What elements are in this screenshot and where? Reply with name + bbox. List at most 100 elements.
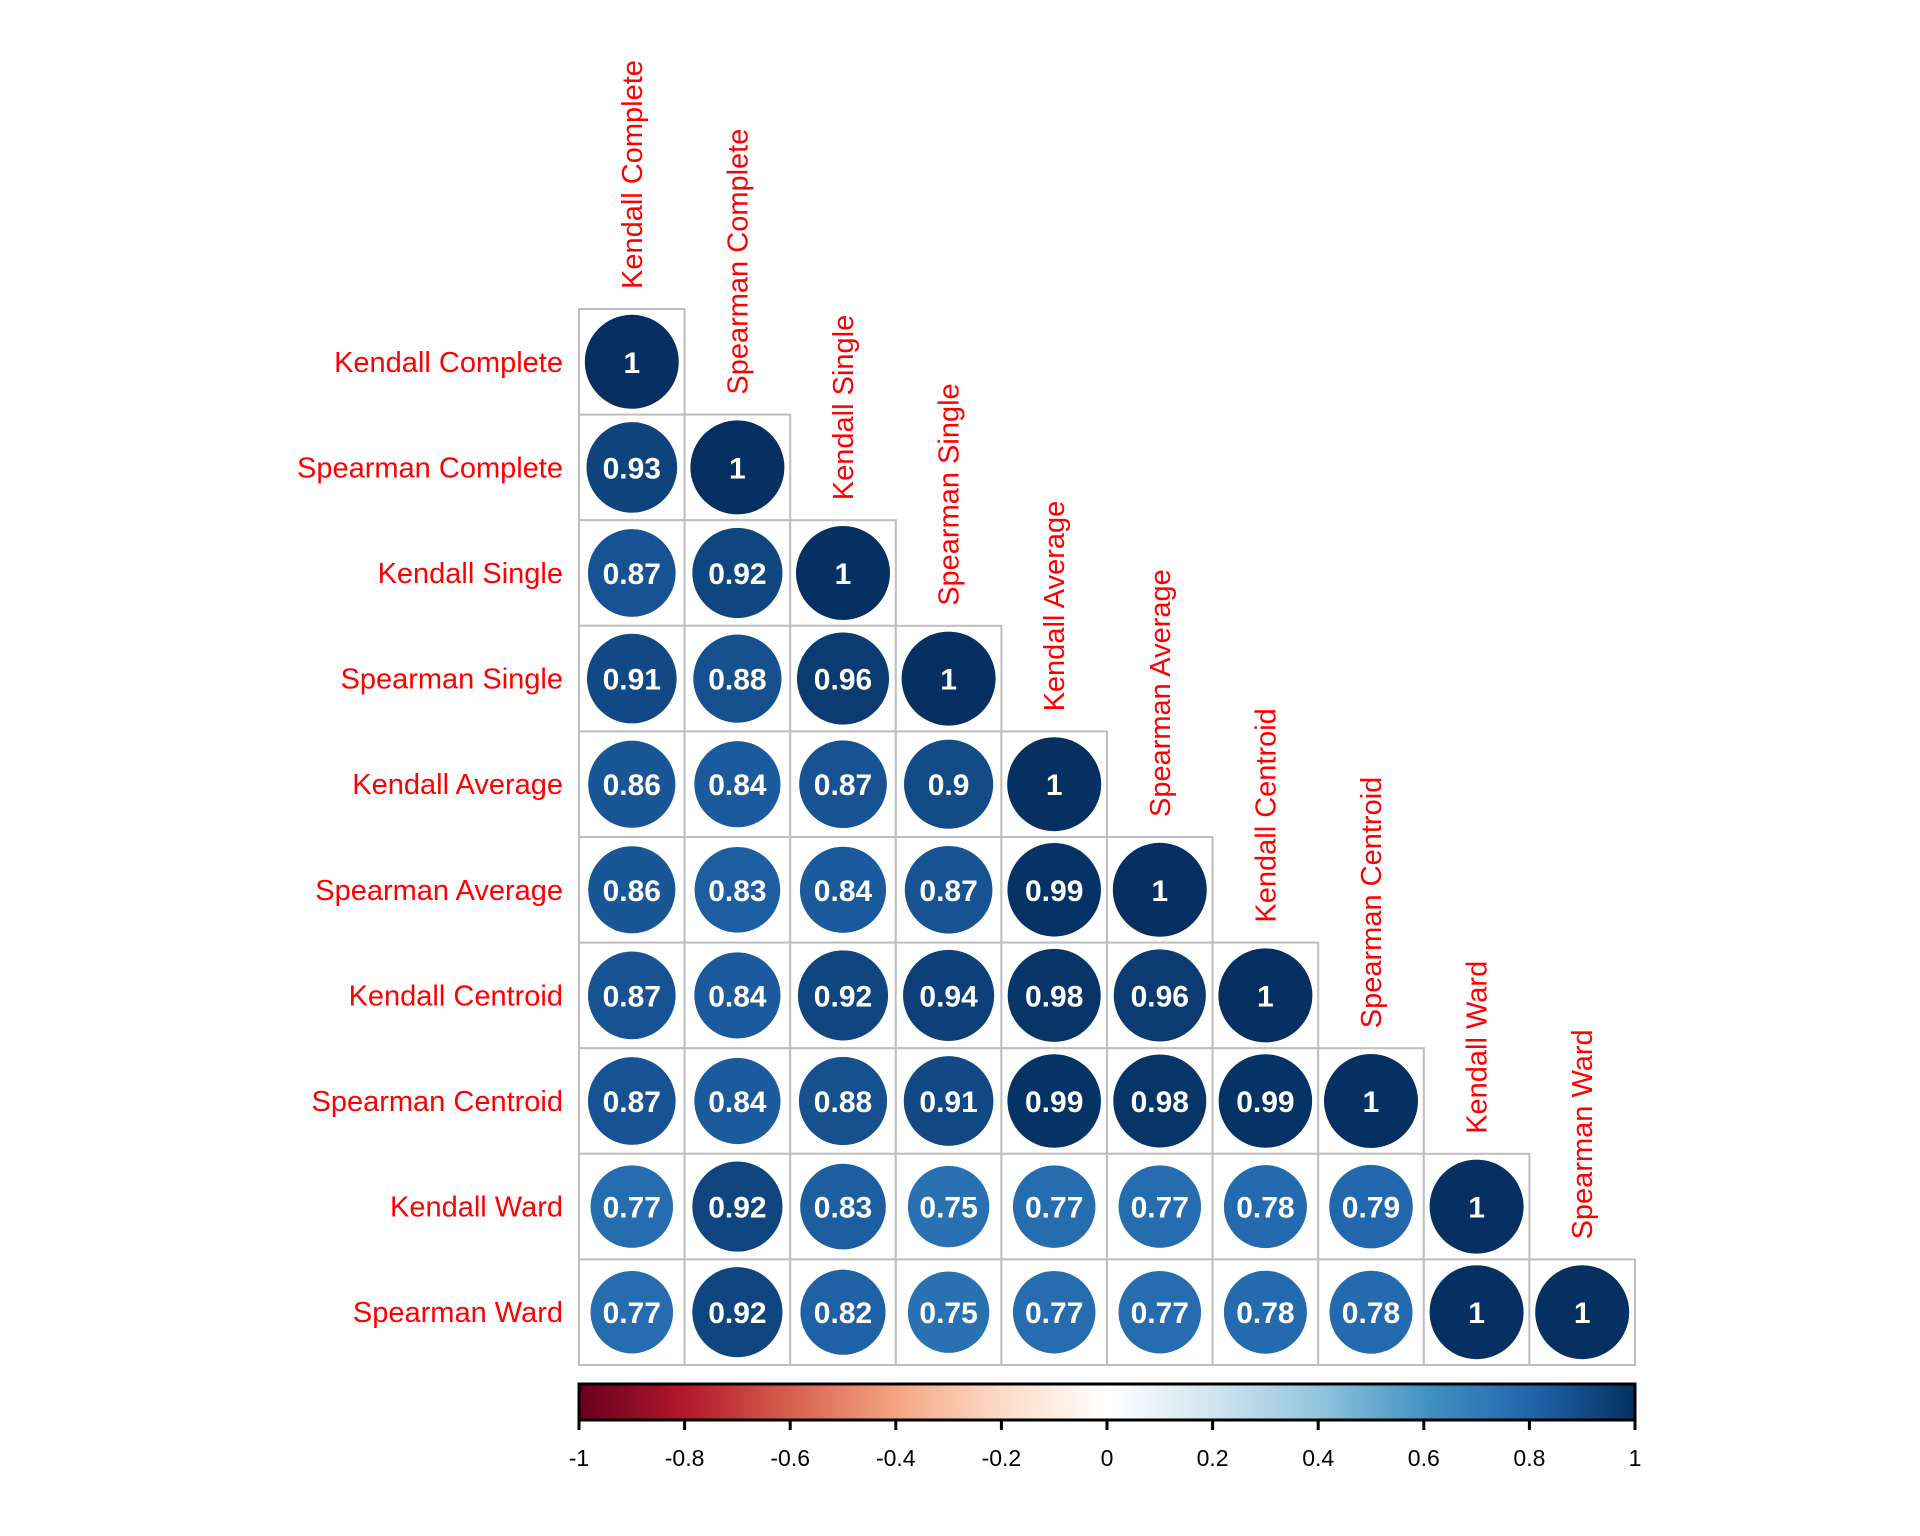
- correlation-cell: 0.87: [578, 941, 686, 1050]
- row-label: Spearman Ward: [353, 1297, 563, 1329]
- correlation-value: 0.96: [1131, 980, 1189, 1013]
- correlation-value: 0.88: [814, 1086, 872, 1119]
- correlation-value: 0.77: [1025, 1297, 1083, 1330]
- correlation-value: 0.75: [919, 1192, 977, 1225]
- correlation-cell: 0.92: [683, 1152, 792, 1261]
- correlation-value: 0.96: [814, 664, 872, 697]
- correlation-circle: [586, 422, 678, 513]
- correlation-cells: 10.93 10.87 0.92 10.91 0.88 0.96 10.86 0.84 0.87…: [578, 308, 1637, 1367]
- correlation-value: 0.82: [814, 1297, 872, 1330]
- correlation-cell: 1: [1528, 1258, 1637, 1367]
- correlation-circle: [1113, 1054, 1207, 1148]
- correlation-cell: 0.75: [894, 1152, 1003, 1261]
- colorbar-tick-label: -0.6: [770, 1445, 810, 1471]
- column-labels: Kendall Complete Spearman Complete Kendall…: [617, 60, 1599, 1239]
- correlation-cell: 1: [578, 308, 686, 416]
- correlation-circle: [799, 846, 887, 933]
- correlation-cell: 1: [1317, 1047, 1425, 1155]
- column-label: Kendall Ward: [1462, 961, 1494, 1134]
- correlation-cell: 1: [1211, 941, 1320, 1050]
- correlation-cell: 0.87: [578, 1047, 686, 1155]
- correlation-value: 0.98: [1131, 1086, 1189, 1119]
- row-label: Spearman Average: [315, 875, 563, 907]
- correlation-value: 0.87: [814, 769, 872, 802]
- correlation-circle: [1429, 1159, 1524, 1254]
- row-label: Kendall Centroid: [349, 980, 563, 1012]
- correlation-circle: [904, 845, 993, 934]
- correlation-cell: 0.99: [1211, 1047, 1320, 1155]
- correlation-value: 1: [1468, 1192, 1485, 1225]
- correlation-circle: [1223, 1270, 1307, 1354]
- correlation-cell: 0.77: [578, 1258, 686, 1367]
- correlation-circle: [907, 1165, 990, 1248]
- correlation-circle: [799, 740, 887, 829]
- correlation-value: 0.87: [603, 558, 661, 591]
- correlation-circle: [1007, 737, 1102, 832]
- correlation-cell: 0.75: [894, 1258, 1003, 1367]
- correlation-value: 0.92: [814, 980, 872, 1013]
- correlation-cell: 1: [894, 624, 1003, 733]
- correlation-value: 0.99: [1025, 1086, 1083, 1119]
- row-label: Spearman Complete: [297, 452, 563, 484]
- correlation-cell: 0.77: [1000, 1258, 1109, 1367]
- correlation-circle: [692, 1267, 783, 1358]
- correlation-value: 1: [940, 664, 957, 697]
- correlation-cell: 1: [683, 413, 792, 522]
- correlation-cell: 0.92: [789, 941, 897, 1050]
- colorbar-tick-label: 0.8: [1513, 1445, 1545, 1471]
- correlation-value: 0.75: [919, 1297, 977, 1330]
- colorbar-tick-label: -0.2: [982, 1445, 1022, 1471]
- correlation-value: 0.91: [919, 1086, 977, 1119]
- correlation-circle: [1324, 1054, 1418, 1148]
- correlation-value: 0.86: [603, 875, 661, 908]
- correlation-cell: 0.77: [1000, 1152, 1109, 1261]
- correlation-circle: [587, 529, 676, 617]
- correlation-circle: [692, 1161, 783, 1252]
- correlation-value: 0.92: [708, 1297, 766, 1330]
- row-label: Kendall Complete: [334, 347, 563, 379]
- correlation-value: 1: [1468, 1297, 1485, 1330]
- correlation-cell: 0.94: [894, 941, 1003, 1050]
- correlation-cell: 0.91: [578, 624, 686, 733]
- correlation-cell: 0.78: [1211, 1152, 1320, 1261]
- correlation-cell: 0.96: [1106, 941, 1214, 1050]
- correlation-circle: [797, 950, 889, 1041]
- correlation-value: 0.77: [1025, 1192, 1083, 1225]
- correlation-cell: 1: [1422, 1258, 1531, 1367]
- correlation-cell: 0.87: [789, 730, 897, 839]
- correlation-value: 1: [1257, 980, 1274, 1013]
- column-label: Spearman Ward: [1567, 1029, 1599, 1239]
- correlation-cell: 0.83: [789, 1152, 897, 1261]
- correlation-value: 0.78: [1342, 1297, 1400, 1330]
- colorbar-tick-label: 0: [1101, 1445, 1114, 1471]
- correlation-cell: 0.82: [789, 1258, 897, 1367]
- colorbar-tick-label: -1: [569, 1445, 589, 1471]
- correlation-value: 0.77: [1131, 1297, 1189, 1330]
- correlation-value: 0.83: [814, 1192, 872, 1225]
- column-label: Kendall Complete: [617, 60, 649, 289]
- colorbar-tick-label: -0.8: [665, 1445, 705, 1471]
- correlation-cell: 0.83: [683, 836, 792, 944]
- correlation-circle: [1218, 948, 1313, 1043]
- correlation-cell: 1: [1106, 836, 1214, 944]
- row-label: Kendall Single: [378, 558, 563, 590]
- correlation-value: 0.77: [603, 1297, 661, 1330]
- correlation-cell: 0.84: [789, 836, 897, 944]
- correlation-value: 0.87: [919, 875, 977, 908]
- correlation-circle: [907, 1271, 990, 1353]
- correlation-value: 0.84: [708, 769, 767, 802]
- correlation-value: 1: [729, 452, 746, 485]
- correlation-value: 0.9: [928, 769, 970, 802]
- correlation-circle: [590, 1270, 674, 1354]
- correlation-circle: [1007, 1054, 1101, 1148]
- correlation-cell: 0.84: [683, 941, 792, 1050]
- row-label: Kendall Average: [352, 769, 563, 801]
- correlation-cell: 1: [1422, 1152, 1531, 1261]
- correlation-circle: [694, 952, 781, 1039]
- correlation-value: 0.88: [708, 664, 766, 697]
- correlation-value: 0.77: [603, 1192, 661, 1225]
- column-label: Spearman Single: [934, 383, 966, 605]
- correlation-circle: [693, 634, 782, 723]
- correlation-circle: [1535, 1265, 1630, 1360]
